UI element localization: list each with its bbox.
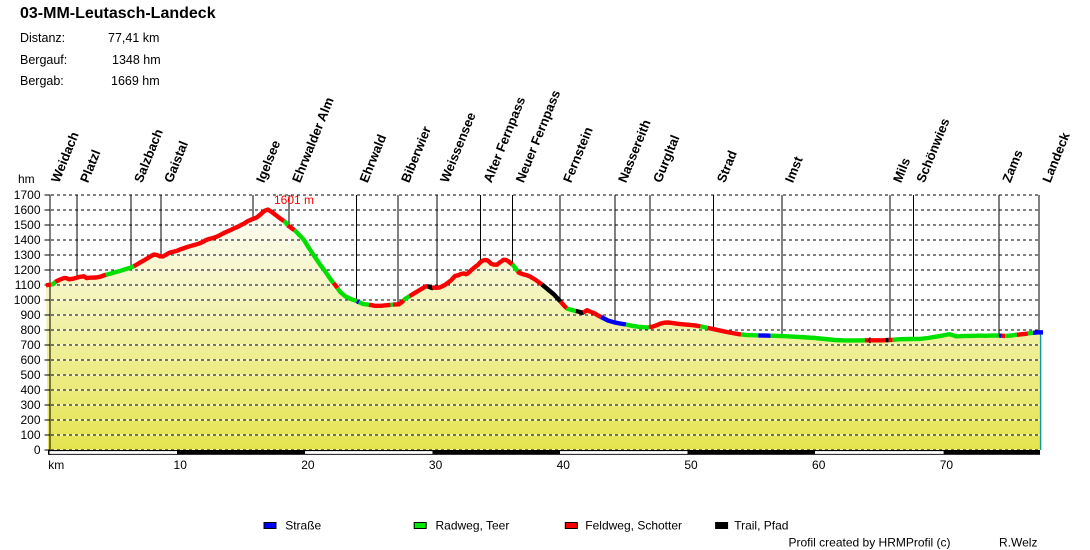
svg-text:1500: 1500 [14,218,41,232]
svg-text:Mils: Mils [890,156,913,185]
svg-text:1300: 1300 [14,248,41,262]
svg-text:Platzl: Platzl [77,148,104,185]
svg-text:Biberwier: Biberwier [398,124,434,185]
svg-text:30: 30 [429,458,443,472]
svg-text:1000: 1000 [14,293,41,307]
svg-text:20: 20 [301,458,315,472]
svg-text:hm: hm [18,172,35,186]
svg-text:Profil created by HRMProfil (c: Profil created by HRMProfil (c) [789,536,951,550]
svg-text:Trail, Pfad: Trail, Pfad [734,519,788,533]
svg-text:100: 100 [20,428,40,442]
svg-text:400: 400 [20,383,40,397]
svg-text:900: 900 [20,308,40,322]
svg-text:700: 700 [20,338,40,352]
svg-text:1100: 1100 [15,278,41,292]
svg-text:R.Welz: R.Welz [999,536,1037,550]
svg-text:300: 300 [20,398,40,412]
svg-text:Salzbach: Salzbach [131,127,166,185]
svg-text:Landeck: Landeck [1039,129,1073,184]
svg-text:1200: 1200 [14,263,41,277]
svg-text:500: 500 [20,368,40,382]
svg-text:Strad: Strad [714,148,740,184]
svg-text:Nassereith: Nassereith [615,117,654,184]
svg-text:600: 600 [20,353,40,367]
svg-text:50: 50 [684,458,698,472]
svg-text:Fernstein: Fernstein [560,125,596,185]
svg-text:1600: 1600 [14,203,41,217]
svg-text:Gurgltal: Gurgltal [650,133,683,185]
svg-text:1601 m: 1601 m [274,193,314,207]
svg-text:70: 70 [940,458,954,472]
svg-text:1400: 1400 [14,233,41,247]
svg-text:Weidach: Weidach [48,130,82,185]
svg-text:Zams: Zams [999,148,1026,185]
svg-text:Radweg, Teer: Radweg, Teer [436,519,510,533]
svg-text:800: 800 [20,323,40,337]
svg-text:Straße: Straße [285,519,321,533]
svg-text:Schönwies: Schönwies [913,116,952,185]
svg-text:Ehrwalder Alm: Ehrwalder Alm [289,95,337,185]
svg-text:Imst: Imst [782,154,806,185]
svg-text:km: km [48,458,64,472]
svg-text:200: 200 [20,413,40,427]
svg-text:40: 40 [557,458,571,472]
svg-text:Igelsee: Igelsee [253,138,283,185]
svg-text:Feldweg, Schotter: Feldweg, Schotter [585,519,682,533]
svg-text:1700: 1700 [14,188,41,202]
svg-text:60: 60 [812,458,826,472]
svg-text:Gaistal: Gaistal [161,139,191,185]
svg-text:0: 0 [34,443,41,457]
svg-text:10: 10 [174,458,188,472]
svg-text:Weissensee: Weissensee [437,110,479,184]
svg-text:Ehrwald: Ehrwald [356,132,389,185]
